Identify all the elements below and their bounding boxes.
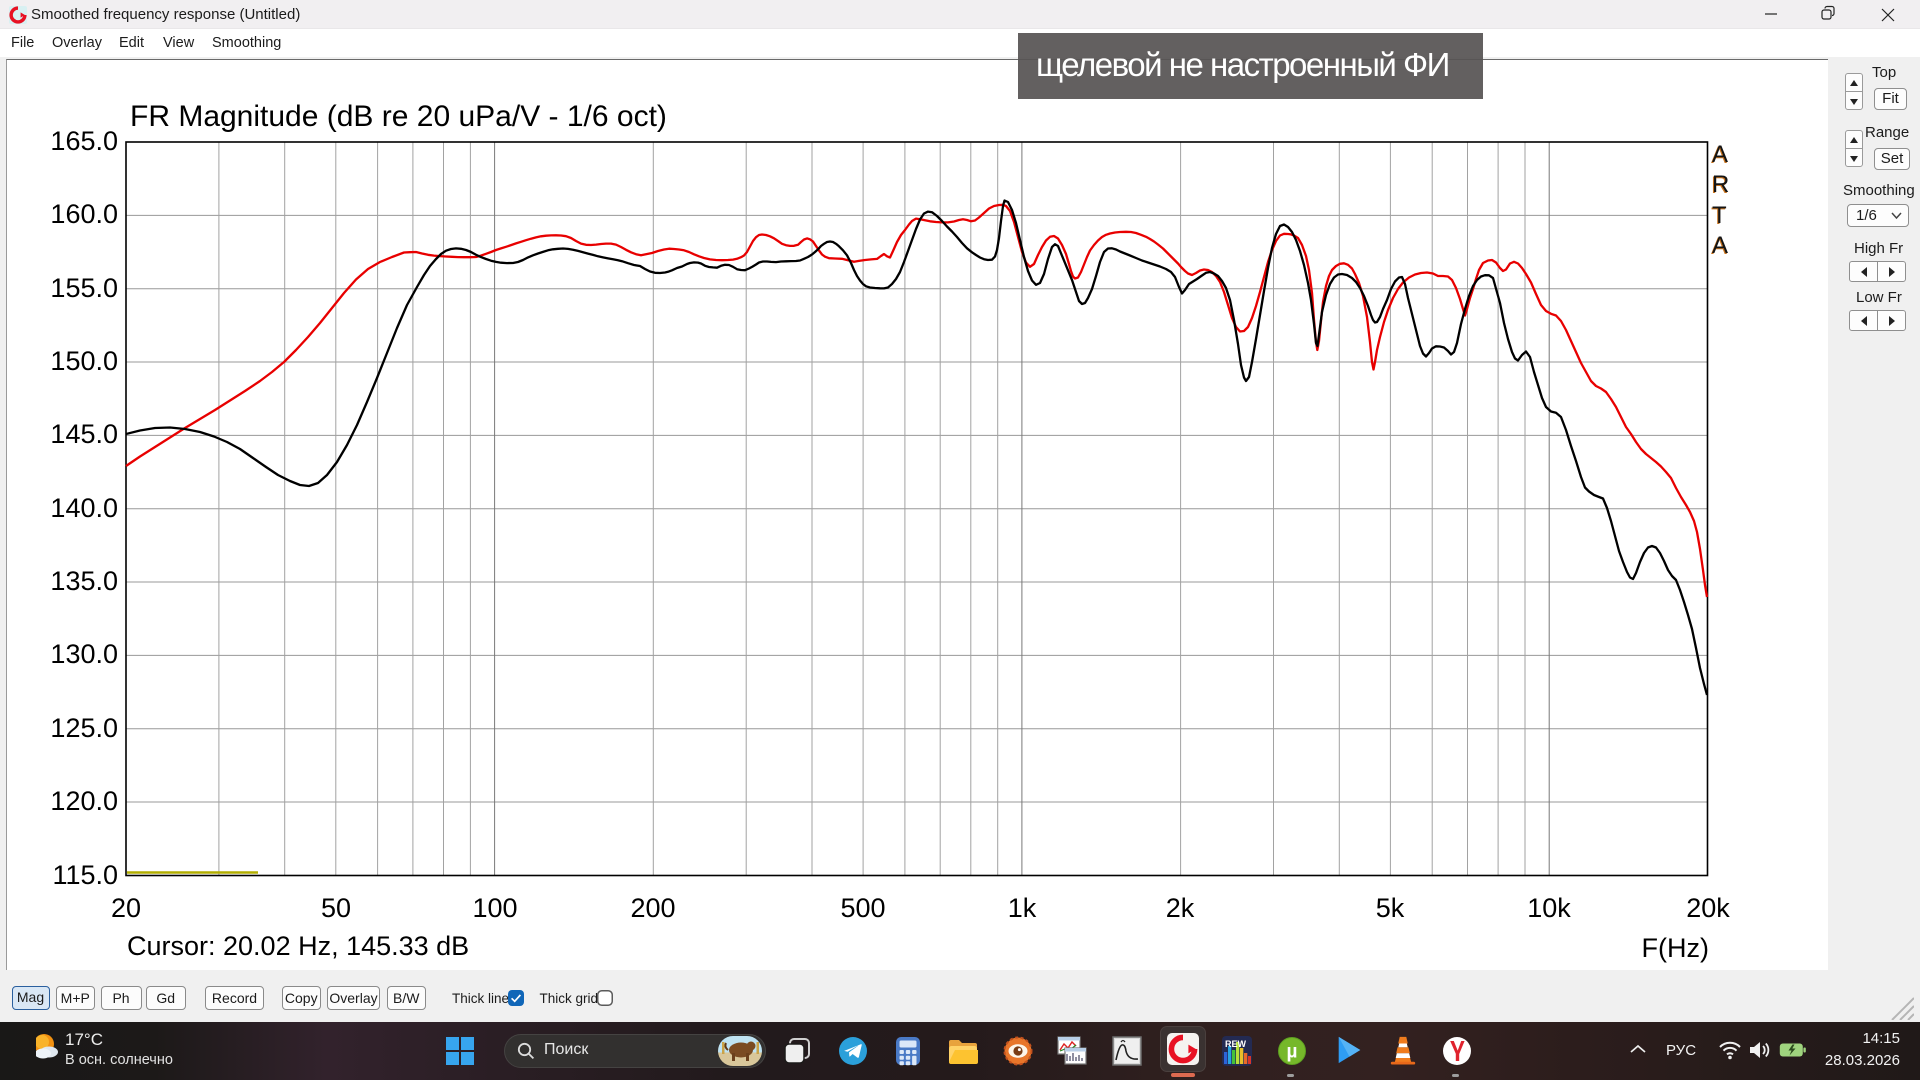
svg-text:REW: REW: [1225, 1039, 1247, 1049]
svg-text:µ: µ: [1287, 1042, 1298, 1063]
